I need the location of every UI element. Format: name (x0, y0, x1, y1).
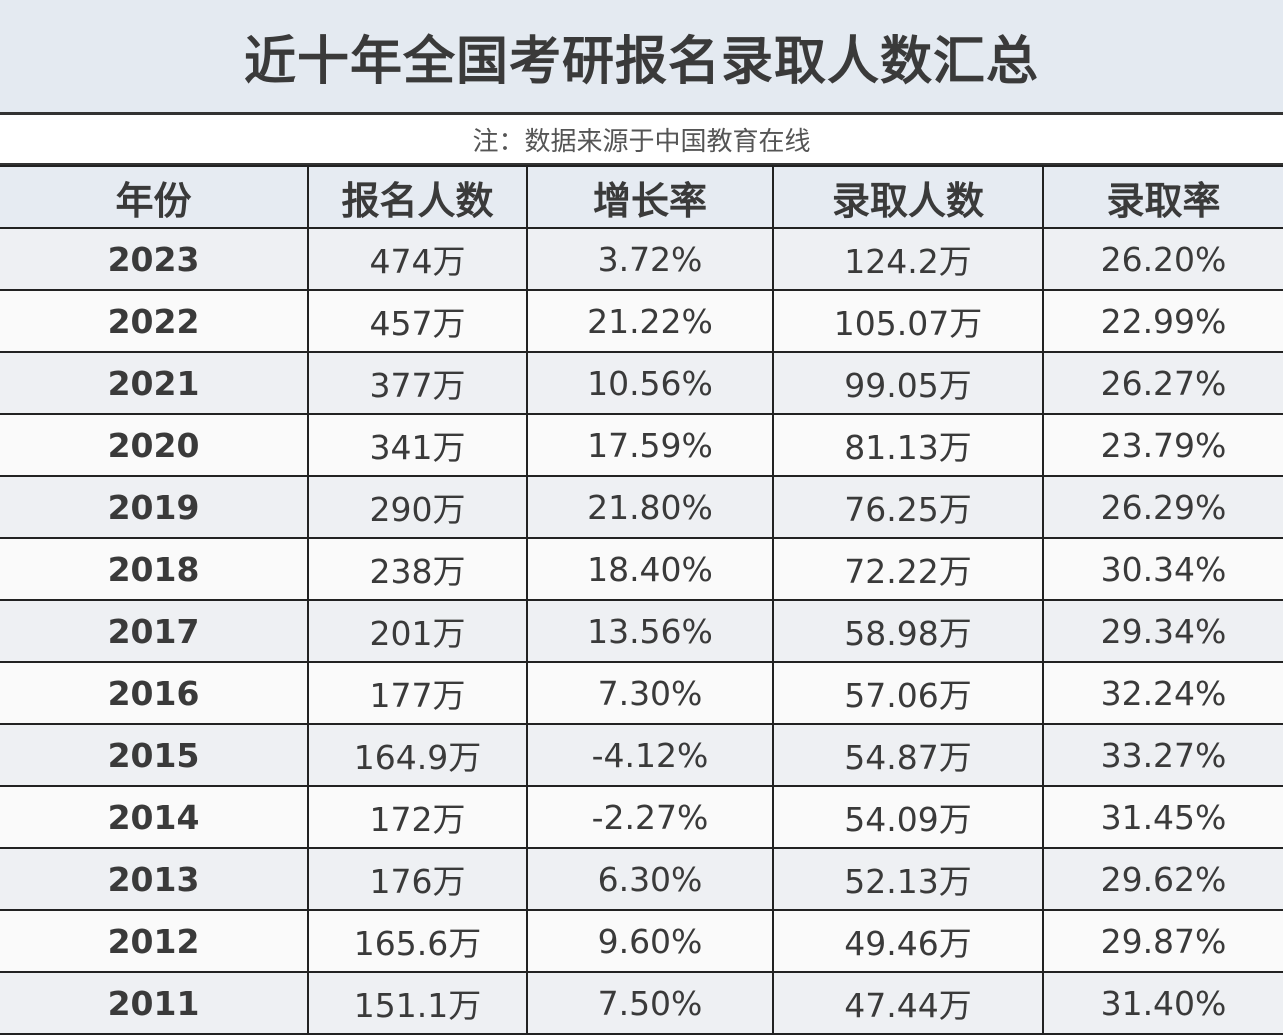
cell-admission-rate: 31.45% (1042, 785, 1283, 849)
column-header-year: 年份 (0, 165, 309, 229)
cell-admitted: 99.05万 (772, 351, 1044, 415)
cell-growth-rate: 7.30% (526, 661, 774, 725)
cell-year: 2022 (0, 289, 309, 353)
cell-applicants: 238万 (307, 537, 528, 601)
cell-growth-rate: 10.56% (526, 351, 774, 415)
cell-year: 2016 (0, 661, 309, 725)
cell-admission-rate: 32.24% (1042, 661, 1283, 725)
cell-applicants: 201万 (307, 599, 528, 663)
table-row: 2021 377万 10.56% 99.05万 26.27% (0, 351, 1283, 415)
cell-year: 2014 (0, 785, 309, 849)
cell-year: 2018 (0, 537, 309, 601)
cell-admitted: 72.22万 (772, 537, 1044, 601)
cell-admitted: 54.09万 (772, 785, 1044, 849)
cell-applicants: 474万 (307, 227, 528, 291)
cell-admitted: 105.07万 (772, 289, 1044, 353)
cell-growth-rate: 7.50% (526, 971, 774, 1035)
header-row: 年份 报名人数 增长率 录取人数 录取率 (0, 165, 1283, 229)
cell-admitted: 57.06万 (772, 661, 1044, 725)
cell-admission-rate: 26.27% (1042, 351, 1283, 415)
cell-applicants: 176万 (307, 847, 528, 911)
cell-admission-rate: 33.27% (1042, 723, 1283, 787)
cell-growth-rate: -2.27% (526, 785, 774, 849)
cell-year: 2019 (0, 475, 309, 539)
cell-year: 2017 (0, 599, 309, 663)
cell-applicants: 341万 (307, 413, 528, 477)
cell-applicants: 164.9万 (307, 723, 528, 787)
cell-admitted: 58.98万 (772, 599, 1044, 663)
cell-admitted: 49.46万 (772, 909, 1044, 973)
cell-growth-rate: 6.30% (526, 847, 774, 911)
cell-applicants: 165.6万 (307, 909, 528, 973)
table-row: 2011 151.1万 7.50% 47.44万 31.40% (0, 971, 1283, 1035)
cell-admission-rate: 31.40% (1042, 971, 1283, 1035)
cell-admission-rate: 29.34% (1042, 599, 1283, 663)
cell-admission-rate: 26.29% (1042, 475, 1283, 539)
cell-admitted: 52.13万 (772, 847, 1044, 911)
cell-applicants: 151.1万 (307, 971, 528, 1035)
cell-year: 2011 (0, 971, 309, 1035)
table-row: 2017 201万 13.56% 58.98万 29.34% (0, 599, 1283, 663)
source-note: 注：数据来源于中国教育在线 (0, 115, 1283, 165)
cell-admission-rate: 26.20% (1042, 227, 1283, 291)
cell-growth-rate: 17.59% (526, 413, 774, 477)
cell-applicants: 290万 (307, 475, 528, 539)
column-header-admission-rate: 录取率 (1042, 165, 1283, 229)
cell-applicants: 172万 (307, 785, 528, 849)
table-row: 2016 177万 7.30% 57.06万 32.24% (0, 661, 1283, 725)
table-row: 2014 172万 -2.27% 54.09万 31.45% (0, 785, 1283, 849)
table-row: 2013 176万 6.30% 52.13万 29.62% (0, 847, 1283, 911)
cell-year: 2020 (0, 413, 309, 477)
cell-admission-rate: 30.34% (1042, 537, 1283, 601)
cell-growth-rate: 13.56% (526, 599, 774, 663)
cell-year: 2021 (0, 351, 309, 415)
table-row: 2018 238万 18.40% 72.22万 30.34% (0, 537, 1283, 601)
cell-growth-rate: 18.40% (526, 537, 774, 601)
page-title: 近十年全国考研报名录取人数汇总 (0, 0, 1283, 115)
cell-applicants: 377万 (307, 351, 528, 415)
cell-growth-rate: -4.12% (526, 723, 774, 787)
cell-admitted: 81.13万 (772, 413, 1044, 477)
column-header-growth-rate: 增长率 (526, 165, 774, 229)
cell-year: 2013 (0, 847, 309, 911)
data-table: 年份 报名人数 增长率 录取人数 录取率 2023 474万 3.72% 124.2万 26.2… (0, 165, 1283, 1035)
cell-growth-rate: 9.60% (526, 909, 774, 973)
cell-admission-rate: 23.79% (1042, 413, 1283, 477)
cell-year: 2023 (0, 227, 309, 291)
cell-admission-rate: 29.87% (1042, 909, 1283, 973)
cell-admitted: 124.2万 (772, 227, 1044, 291)
table-row: 2019 290万 21.80% 76.25万 26.29% (0, 475, 1283, 539)
cell-year: 2012 (0, 909, 309, 973)
cell-applicants: 457万 (307, 289, 528, 353)
cell-admission-rate: 29.62% (1042, 847, 1283, 911)
cell-admission-rate: 22.99% (1042, 289, 1283, 353)
table-row: 2022 457万 21.22% 105.07万 22.99% (0, 289, 1283, 353)
cell-year: 2015 (0, 723, 309, 787)
table-row: 2020 341万 17.59% 81.13万 23.79% (0, 413, 1283, 477)
cell-growth-rate: 21.22% (526, 289, 774, 353)
cell-applicants: 177万 (307, 661, 528, 725)
table-row: 2015 164.9万 -4.12% 54.87万 33.27% (0, 723, 1283, 787)
column-header-admitted: 录取人数 (772, 165, 1044, 229)
cell-admitted: 54.87万 (772, 723, 1044, 787)
cell-growth-rate: 21.80% (526, 475, 774, 539)
column-header-applicants: 报名人数 (307, 165, 528, 229)
cell-admitted: 47.44万 (772, 971, 1044, 1035)
table-row: 2012 165.6万 9.60% 49.46万 29.87% (0, 909, 1283, 973)
table-row: 2023 474万 3.72% 124.2万 26.20% (0, 227, 1283, 291)
cell-growth-rate: 3.72% (526, 227, 774, 291)
cell-admitted: 76.25万 (772, 475, 1044, 539)
